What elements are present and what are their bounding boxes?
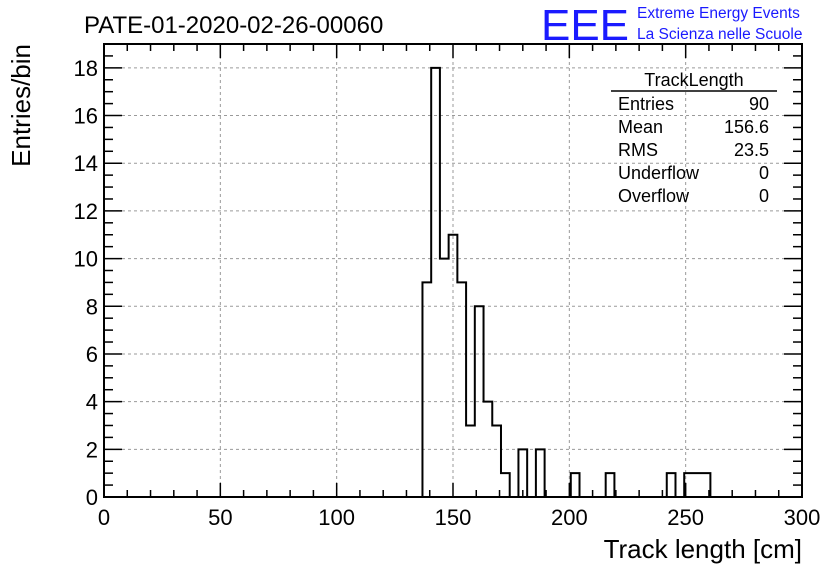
y-tick-label: 12 [74, 199, 98, 224]
stats-box: TrackLength Entries 90 Mean 156.6 RMS 23.5 Und… [611, 70, 777, 206]
histogram-bin [571, 473, 580, 497]
stats-row-value: 156.6 [724, 117, 769, 137]
x-tick-label: 150 [435, 505, 472, 530]
y-tick-label: 2 [86, 437, 98, 462]
histogram-bin [422, 282, 431, 497]
histogram-bin [492, 425, 501, 497]
histogram-bin [457, 282, 466, 497]
y-tick-label: 14 [74, 151, 98, 176]
y-tick-label: 6 [86, 342, 98, 367]
stats-row-label: Overflow [618, 186, 690, 206]
stats-row-label: Mean [618, 117, 663, 137]
x-tick-label: 100 [318, 505, 355, 530]
y-axis-label: Entries/bin [6, 44, 36, 167]
logo-mark: EEE [541, 1, 629, 50]
eee-logo: EEE Extreme Energy Events La Scienza nel… [541, 1, 802, 50]
stats-row-label: RMS [618, 140, 658, 160]
stats-row-label: Entries [618, 94, 674, 114]
stats-row-label: Underflow [618, 163, 700, 183]
y-tick-label: 16 [74, 104, 98, 129]
histogram-bin [501, 473, 510, 497]
histogram-bin [431, 68, 440, 497]
histogram-bin [693, 473, 702, 497]
stats-title: TrackLength [644, 70, 743, 90]
logo-line-1: Extreme Energy Events [637, 5, 800, 22]
grid-lines [104, 44, 802, 497]
y-tick-label: 10 [74, 247, 98, 272]
chart-title: PATE-01-2020-02-26-00060 [84, 12, 383, 39]
histogram-bin [466, 425, 475, 497]
x-axis-ticks: 0 50 100 150 200 250 300 [98, 44, 820, 530]
histogram-bin [536, 449, 545, 497]
stats-row-value: 0 [759, 163, 769, 183]
logo-line-2: La Scienza nelle Scuole [637, 26, 802, 43]
y-tick-label: 8 [86, 294, 98, 319]
y-axis-ticks: 0 2 4 6 8 10 12 14 16 18 [74, 43, 802, 510]
stats-rows: Entries 90 Mean 156.6 RMS 23.5 Underflow 0 Overf… [618, 94, 769, 206]
x-tick-label: 200 [551, 505, 588, 530]
histogram-outline [421, 66, 712, 498]
stats-row-value: 23.5 [734, 140, 769, 160]
x-tick-label: 0 [98, 505, 110, 530]
y-tick-label: 4 [86, 390, 98, 415]
histogram-bin [667, 473, 676, 497]
histogram-bin [518, 449, 527, 497]
x-axis-label: Track length [cm] [604, 534, 802, 564]
x-tick-label: 250 [667, 505, 704, 530]
stats-row-value: 0 [759, 186, 769, 206]
stats-row-value: 90 [749, 94, 769, 114]
histogram-bin [606, 473, 615, 497]
histogram-bin [440, 259, 449, 497]
y-tick-label: 0 [86, 485, 98, 510]
x-tick-label: 300 [784, 505, 821, 530]
x-tick-label: 50 [208, 505, 232, 530]
y-tick-label: 18 [74, 56, 98, 81]
